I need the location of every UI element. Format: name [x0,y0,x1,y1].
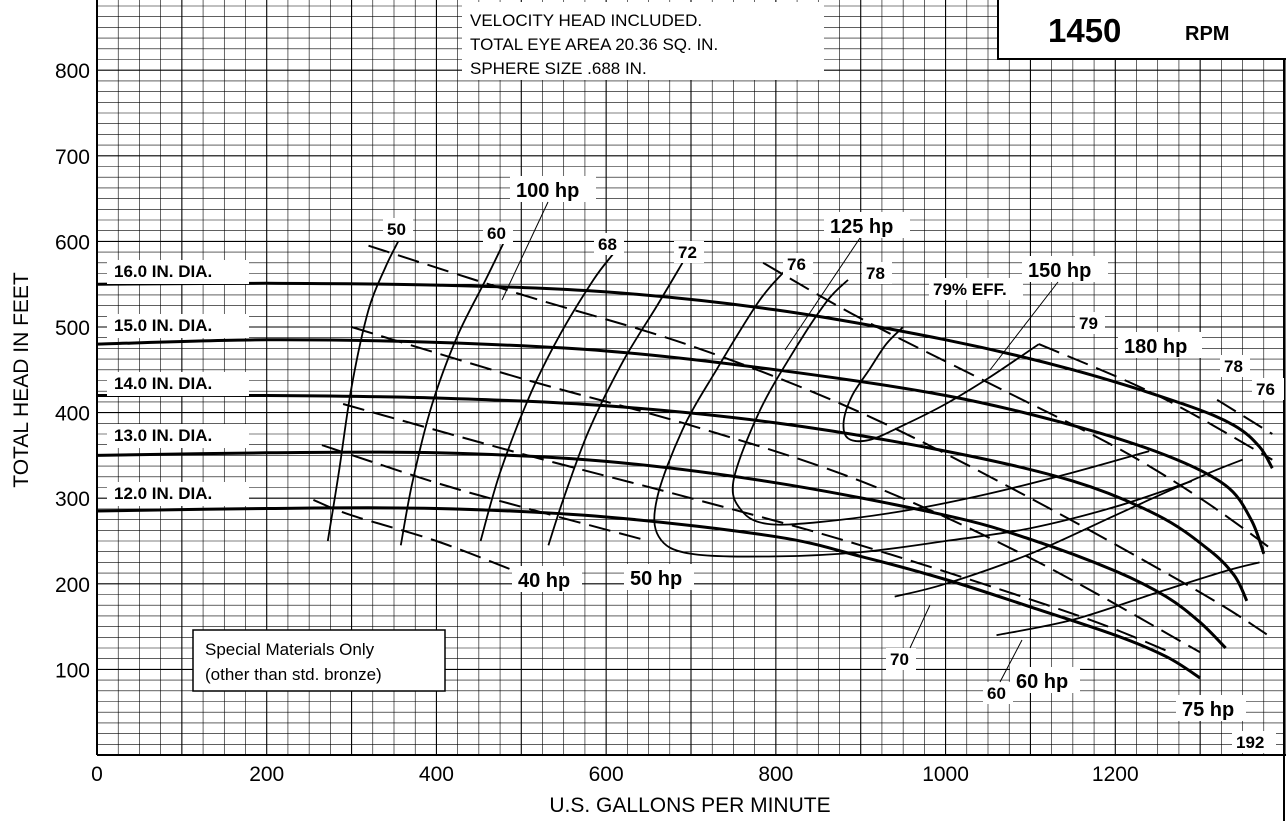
note-line-3: SPHERE SIZE .688 IN. [470,59,647,78]
head-curve-1 [96,338,1266,555]
efficiency-curves [326,241,1260,637]
efficiency-curve-7 [894,458,1243,598]
eff-label-60-bottom: 60 [987,684,1006,703]
y-tick-label: 600 [55,231,90,254]
materials-note-box: Special Materials Only (other than std. … [192,629,446,692]
eff-label-50: 50 [387,220,406,239]
head-curves [96,281,1274,680]
x-tick-label: 1000 [922,763,969,786]
eff-label-78-right: 78 [1224,357,1243,376]
head-curve-4 [96,506,1201,680]
materials-note-line-1: Special Materials Only [205,640,375,659]
head-curve-2 [96,393,1249,602]
rpm-unit: RPM [1185,23,1229,45]
y-axis-label: TOTAL HEAD IN FEET [10,272,33,488]
hp-curve-3 [351,326,1201,654]
y-tick-label: 700 [55,146,90,169]
y-tick-label: 400 [55,403,90,426]
eff-label-68: 68 [598,235,617,254]
efficiency-curve-5 [731,279,1150,526]
x-tick-label: 200 [249,763,284,786]
eff-label-70: 70 [890,650,909,669]
hp-label-75: 75 hp [1182,699,1234,721]
eff-label-79: 79% EFF. [933,280,1007,299]
hp-curve-7 [1216,398,1273,435]
eff-label-60: 60 [487,224,506,243]
eff-label-76-right: 76 [1256,380,1275,399]
efficiency-curve-3 [547,262,684,546]
dia-label-14: 14.0 IN. DIA. [114,374,212,393]
hp-label-180: 180 hp [1124,336,1187,358]
hp-curve-2 [342,403,1171,654]
eff-label-79-right: 79 [1079,314,1098,333]
x-tick-label: 0 [91,763,103,786]
curve-labels: 100 hp 125 hp 150 hp 180 hp 40 hp 50 hp … [383,176,1284,753]
dia-label-15: 15.0 IN. DIA. [114,316,212,335]
dia-label-16: 16.0 IN. DIA. [114,262,212,281]
note-line-1: VELOCITY HEAD INCLUDED. [470,11,702,30]
dia-label-13: 13.0 IN. DIA. [114,426,212,445]
hp-curve-1 [321,444,649,542]
y-tick-label: 800 [55,60,90,83]
head-curve-0 [96,281,1274,469]
efficiency-curve-4 [653,270,1192,558]
hp-curve-5 [762,261,1273,551]
eff-label-76: 76 [787,255,806,274]
hp-label-50: 50 hp [630,568,682,590]
efficiency-curve-2 [479,253,614,542]
hp-label-40: 40 hp [518,570,570,592]
hp-label-60: 60 hp [1016,671,1068,693]
materials-note-line-2: (other than std. bronze) [205,665,382,684]
x-axis-label: U.S. GALLONS PER MINUTE [549,794,830,817]
hp-label-150: 150 hp [1028,260,1091,282]
rpm-box: 1450 RPM [997,0,1286,60]
notes-box: VELOCITY HEAD INCLUDED. TOTAL EYE AREA 2… [462,2,824,80]
leader-lines [501,201,1059,683]
eff-label-78: 78 [866,264,885,283]
axes: 0 200 400 600 800 1000 1200 100 200 300 400 500 600 7… [55,0,1286,821]
hp-curves [313,244,1273,654]
y-tick-label: 500 [55,317,90,340]
dia-label-12: 12.0 IN. DIA. [114,484,212,503]
x-tick-label: 400 [419,763,454,786]
rpm-value: 1450 [1048,12,1121,49]
y-tick-label: 200 [55,574,90,597]
efficiency-curve-6 [842,326,1040,443]
note-line-2: TOTAL EYE AREA 20.36 SQ. IN. [470,35,718,54]
eff-label-72: 72 [678,243,697,262]
diameter-labels: 16.0 IN. DIA. 15.0 IN. DIA. 14.0 IN. DIA… [107,260,249,506]
hp-label-100: 100 hp [516,180,579,202]
npsh-label-192: 192 [1236,733,1264,752]
efficiency-curve-0 [326,241,400,542]
y-tick-label: 100 [55,659,90,682]
x-tick-label: 600 [589,763,624,786]
efficiency-curve-1 [399,241,506,546]
x-tick-label: 1200 [1092,763,1139,786]
hp-label-125: 125 hp [830,216,893,238]
y-tick-label: 300 [55,488,90,511]
x-tick-label: 800 [758,763,793,786]
hp-curve-4 [368,244,1269,637]
efficiency-curve-8 [996,561,1260,637]
